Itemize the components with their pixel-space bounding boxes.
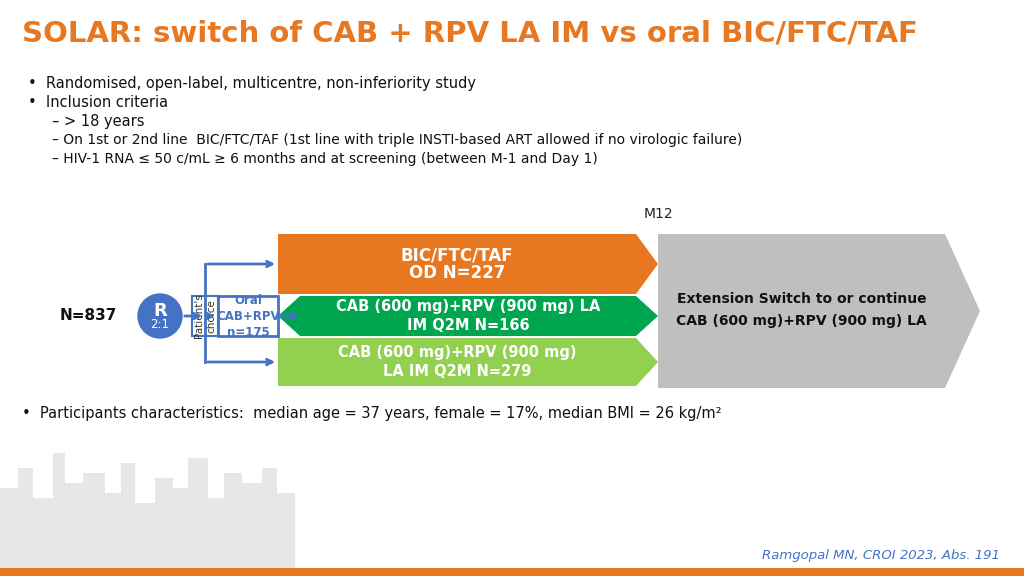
Bar (208, 498, 224, 568)
Text: Extension Switch to or continue: Extension Switch to or continue (677, 292, 927, 306)
Text: •  Participants characteristics:  median age = 37 years, female = 17%, median BM: • Participants characteristics: median a… (22, 406, 722, 421)
Bar (188, 458, 208, 568)
Text: Patient's
choice: Patient's choice (194, 294, 216, 338)
Bar (135, 503, 155, 568)
Text: R: R (154, 302, 167, 320)
Text: •  Randomised, open-label, multicentre, non-inferiority study: • Randomised, open-label, multicentre, n… (28, 76, 476, 91)
Text: 2:1: 2:1 (151, 317, 170, 331)
Text: M12: M12 (643, 207, 673, 221)
Text: OD N=227: OD N=227 (409, 264, 505, 282)
Bar (278, 493, 295, 568)
Text: Ramgopal MN, CROI 2023, Abs. 191: Ramgopal MN, CROI 2023, Abs. 191 (762, 549, 1000, 562)
Bar (155, 478, 173, 568)
Text: SOLAR: switch of CAB + RPV LA IM vs oral BIC/FTC/TAF: SOLAR: switch of CAB + RPV LA IM vs oral… (22, 20, 918, 48)
Text: – On 1st or 2nd line  BIC/FTC/TAF (1st line with triple INSTI-based ART allowed : – On 1st or 2nd line BIC/FTC/TAF (1st li… (52, 133, 742, 147)
Text: N=837: N=837 (60, 309, 118, 324)
Polygon shape (658, 234, 980, 388)
Text: – HIV-1 RNA ≤ 50 c/mL ≥ 6 months and at screening (between M-1 and Day 1): – HIV-1 RNA ≤ 50 c/mL ≥ 6 months and at … (52, 152, 598, 166)
Bar (83, 473, 105, 568)
Bar (262, 468, 278, 568)
Text: CAB (600 mg)+RPV (900 mg) LA: CAB (600 mg)+RPV (900 mg) LA (676, 314, 927, 328)
Text: CAB (600 mg)+RPV (900 mg): CAB (600 mg)+RPV (900 mg) (338, 346, 577, 361)
Polygon shape (278, 338, 658, 386)
Text: – > 18 years: – > 18 years (52, 114, 144, 129)
Bar (121, 463, 135, 568)
Bar (33, 498, 53, 568)
Bar (0, 568, 1024, 576)
Text: LA IM Q2M N=279: LA IM Q2M N=279 (383, 363, 531, 378)
Bar (224, 473, 242, 568)
Bar (242, 483, 262, 568)
Bar (53, 453, 65, 568)
Text: BIC/FTC/TAF: BIC/FTC/TAF (400, 246, 513, 264)
FancyBboxPatch shape (218, 296, 278, 336)
Text: Oral
CAB+RPV
n=175: Oral CAB+RPV n=175 (216, 294, 280, 339)
Bar (18, 468, 33, 568)
Bar (173, 488, 188, 568)
FancyBboxPatch shape (193, 296, 218, 336)
Bar (105, 493, 121, 568)
Polygon shape (278, 234, 658, 294)
Text: •  Inclusion criteria: • Inclusion criteria (28, 95, 168, 110)
Bar (65, 483, 83, 568)
Text: CAB (600 mg)+RPV (900 mg) LA: CAB (600 mg)+RPV (900 mg) LA (336, 300, 600, 314)
Bar (0, 488, 18, 568)
Circle shape (138, 294, 182, 338)
Polygon shape (278, 296, 658, 336)
Text: IM Q2M N=166: IM Q2M N=166 (407, 317, 529, 332)
